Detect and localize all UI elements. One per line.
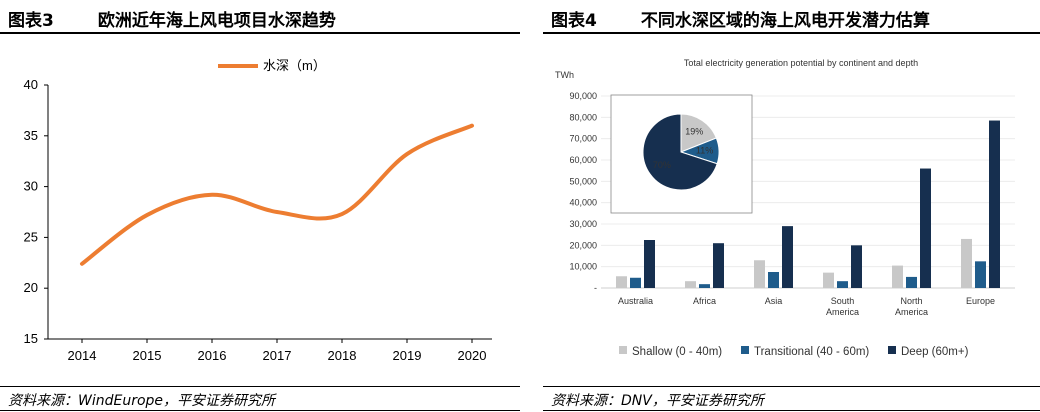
line-chart: 15 20 25 30 35 40 2014 2015 2016 2017 2018 2019 2020…: [24, 58, 492, 363]
x-tick-label: 2020: [458, 348, 487, 363]
figure-3-title-text: 欧洲近年海上风电项目水深趋势: [97, 11, 336, 31]
y-tick-label: 40: [24, 77, 38, 92]
bar-transitional: [906, 276, 917, 288]
y-tick-label: 15: [24, 331, 38, 346]
legend-label: Shallow (0 - 40m): [632, 346, 722, 358]
y-tick-label: 25: [24, 229, 38, 244]
x-tick-label: 2019: [393, 348, 422, 363]
bar-deep: [851, 245, 862, 288]
figure-4-end-rule: [543, 410, 1040, 411]
x-category-label: America: [826, 307, 859, 317]
figure-4-top-rule: [543, 32, 1040, 34]
x-category-label: North: [900, 296, 922, 306]
figure-3-end-rule: [0, 410, 520, 411]
y-tick-label: 10,000: [569, 262, 597, 272]
y-tick-label: 70,000: [569, 134, 597, 144]
figure-3-number: 图表3: [8, 11, 54, 31]
bar-deep: [644, 240, 655, 288]
y-tick-label: 20,000: [569, 240, 597, 250]
bar-shallow: [685, 281, 696, 288]
x-tick-label: 2018: [328, 348, 357, 363]
y-tick-label: 60,000: [569, 155, 597, 165]
y-tick-label: -: [594, 283, 597, 293]
y-tick-label: 30,000: [569, 219, 597, 229]
x-category-label: South: [831, 296, 855, 306]
y-tick-label: 35: [24, 128, 38, 143]
legend-swatch: [619, 346, 627, 354]
y-tick-label: 20: [24, 280, 38, 295]
bar-deep: [782, 226, 793, 288]
bar-deep: [713, 243, 724, 288]
bar-transitional: [699, 284, 710, 288]
bar-transitional: [768, 272, 779, 288]
figure-4-source: 资料来源：DNV，平安证券研究所: [551, 393, 764, 409]
figure-3-title: 图表3 欧洲近年海上风电项目水深趋势: [8, 6, 336, 31]
legend-swatch: [741, 346, 749, 354]
figure-3-source: 资料来源：WindEurope，平安证券研究所: [8, 393, 276, 409]
y-tick-label: 90,000: [569, 91, 597, 101]
bar-shallow: [892, 265, 903, 288]
bar-shallow: [616, 276, 627, 288]
y-tick-label: 80,000: [569, 112, 597, 122]
bar-shallow: [823, 272, 834, 288]
bar-transitional: [630, 277, 641, 288]
figure-3-panel: 图表3 欧洲近年海上风电项目水深趋势 15 20 25 30 35 40 2014 2015 20…: [0, 6, 520, 411]
x-tick-label: 2014: [68, 348, 97, 363]
figure-4-panel: 图表4 不同水深区域的海上风电开发潜力估算 Total electricity g…: [543, 0, 1040, 412]
bar-shallow: [754, 260, 765, 288]
legend-swatch: [888, 346, 896, 354]
y-tick-label: 40,000: [569, 198, 597, 208]
x-tick-label: 2017: [263, 348, 292, 363]
figure-4-bottom-rule: [543, 386, 1040, 387]
y-tick-label: 30: [24, 179, 38, 194]
x-category-label: Africa: [693, 296, 716, 306]
legend-label: 水深（m）: [263, 58, 326, 73]
x-category-label: Asia: [765, 296, 783, 306]
figure-4-title-text: 不同水深区域的海上风电开发潜力估算: [640, 11, 930, 31]
figure-3-top-rule: [0, 32, 520, 34]
pie-slice-deep: [642, 113, 718, 191]
legend-label: Deep (60m+): [901, 346, 969, 358]
chart-title: Total electricity generation potential b…: [684, 58, 918, 68]
pie-slice-shallow: [680, 113, 717, 153]
figure-3-bottom-rule: [0, 386, 520, 387]
y-unit-label: TWh: [555, 70, 574, 80]
pie-slice-label: 19%: [685, 127, 703, 137]
bar-deep: [989, 120, 1000, 289]
series-line-water-depth: [80, 123, 474, 266]
bar-shallow: [961, 238, 972, 288]
bar-deep: [920, 168, 931, 288]
bar-transitional: [837, 281, 848, 288]
x-category-label: America: [895, 307, 928, 317]
figure-4-number: 图表4: [551, 11, 597, 31]
y-tick-label: 50,000: [569, 176, 597, 186]
x-tick-label: 2015: [133, 348, 162, 363]
legend-label: Transitional (40 - 60m): [754, 346, 869, 358]
x-category-label: Europe: [966, 296, 995, 306]
pie-slice-label: 11%: [696, 145, 713, 155]
figure-4-title: 图表4 不同水深区域的海上风电开发潜力估算: [551, 6, 930, 31]
bar-transitional: [975, 261, 986, 288]
x-category-label: Australia: [618, 296, 653, 306]
bar-chart: Total electricity generation potential b…: [555, 58, 1015, 358]
pie-slice-label: 70%: [653, 160, 671, 170]
x-tick-label: 2016: [198, 348, 227, 363]
